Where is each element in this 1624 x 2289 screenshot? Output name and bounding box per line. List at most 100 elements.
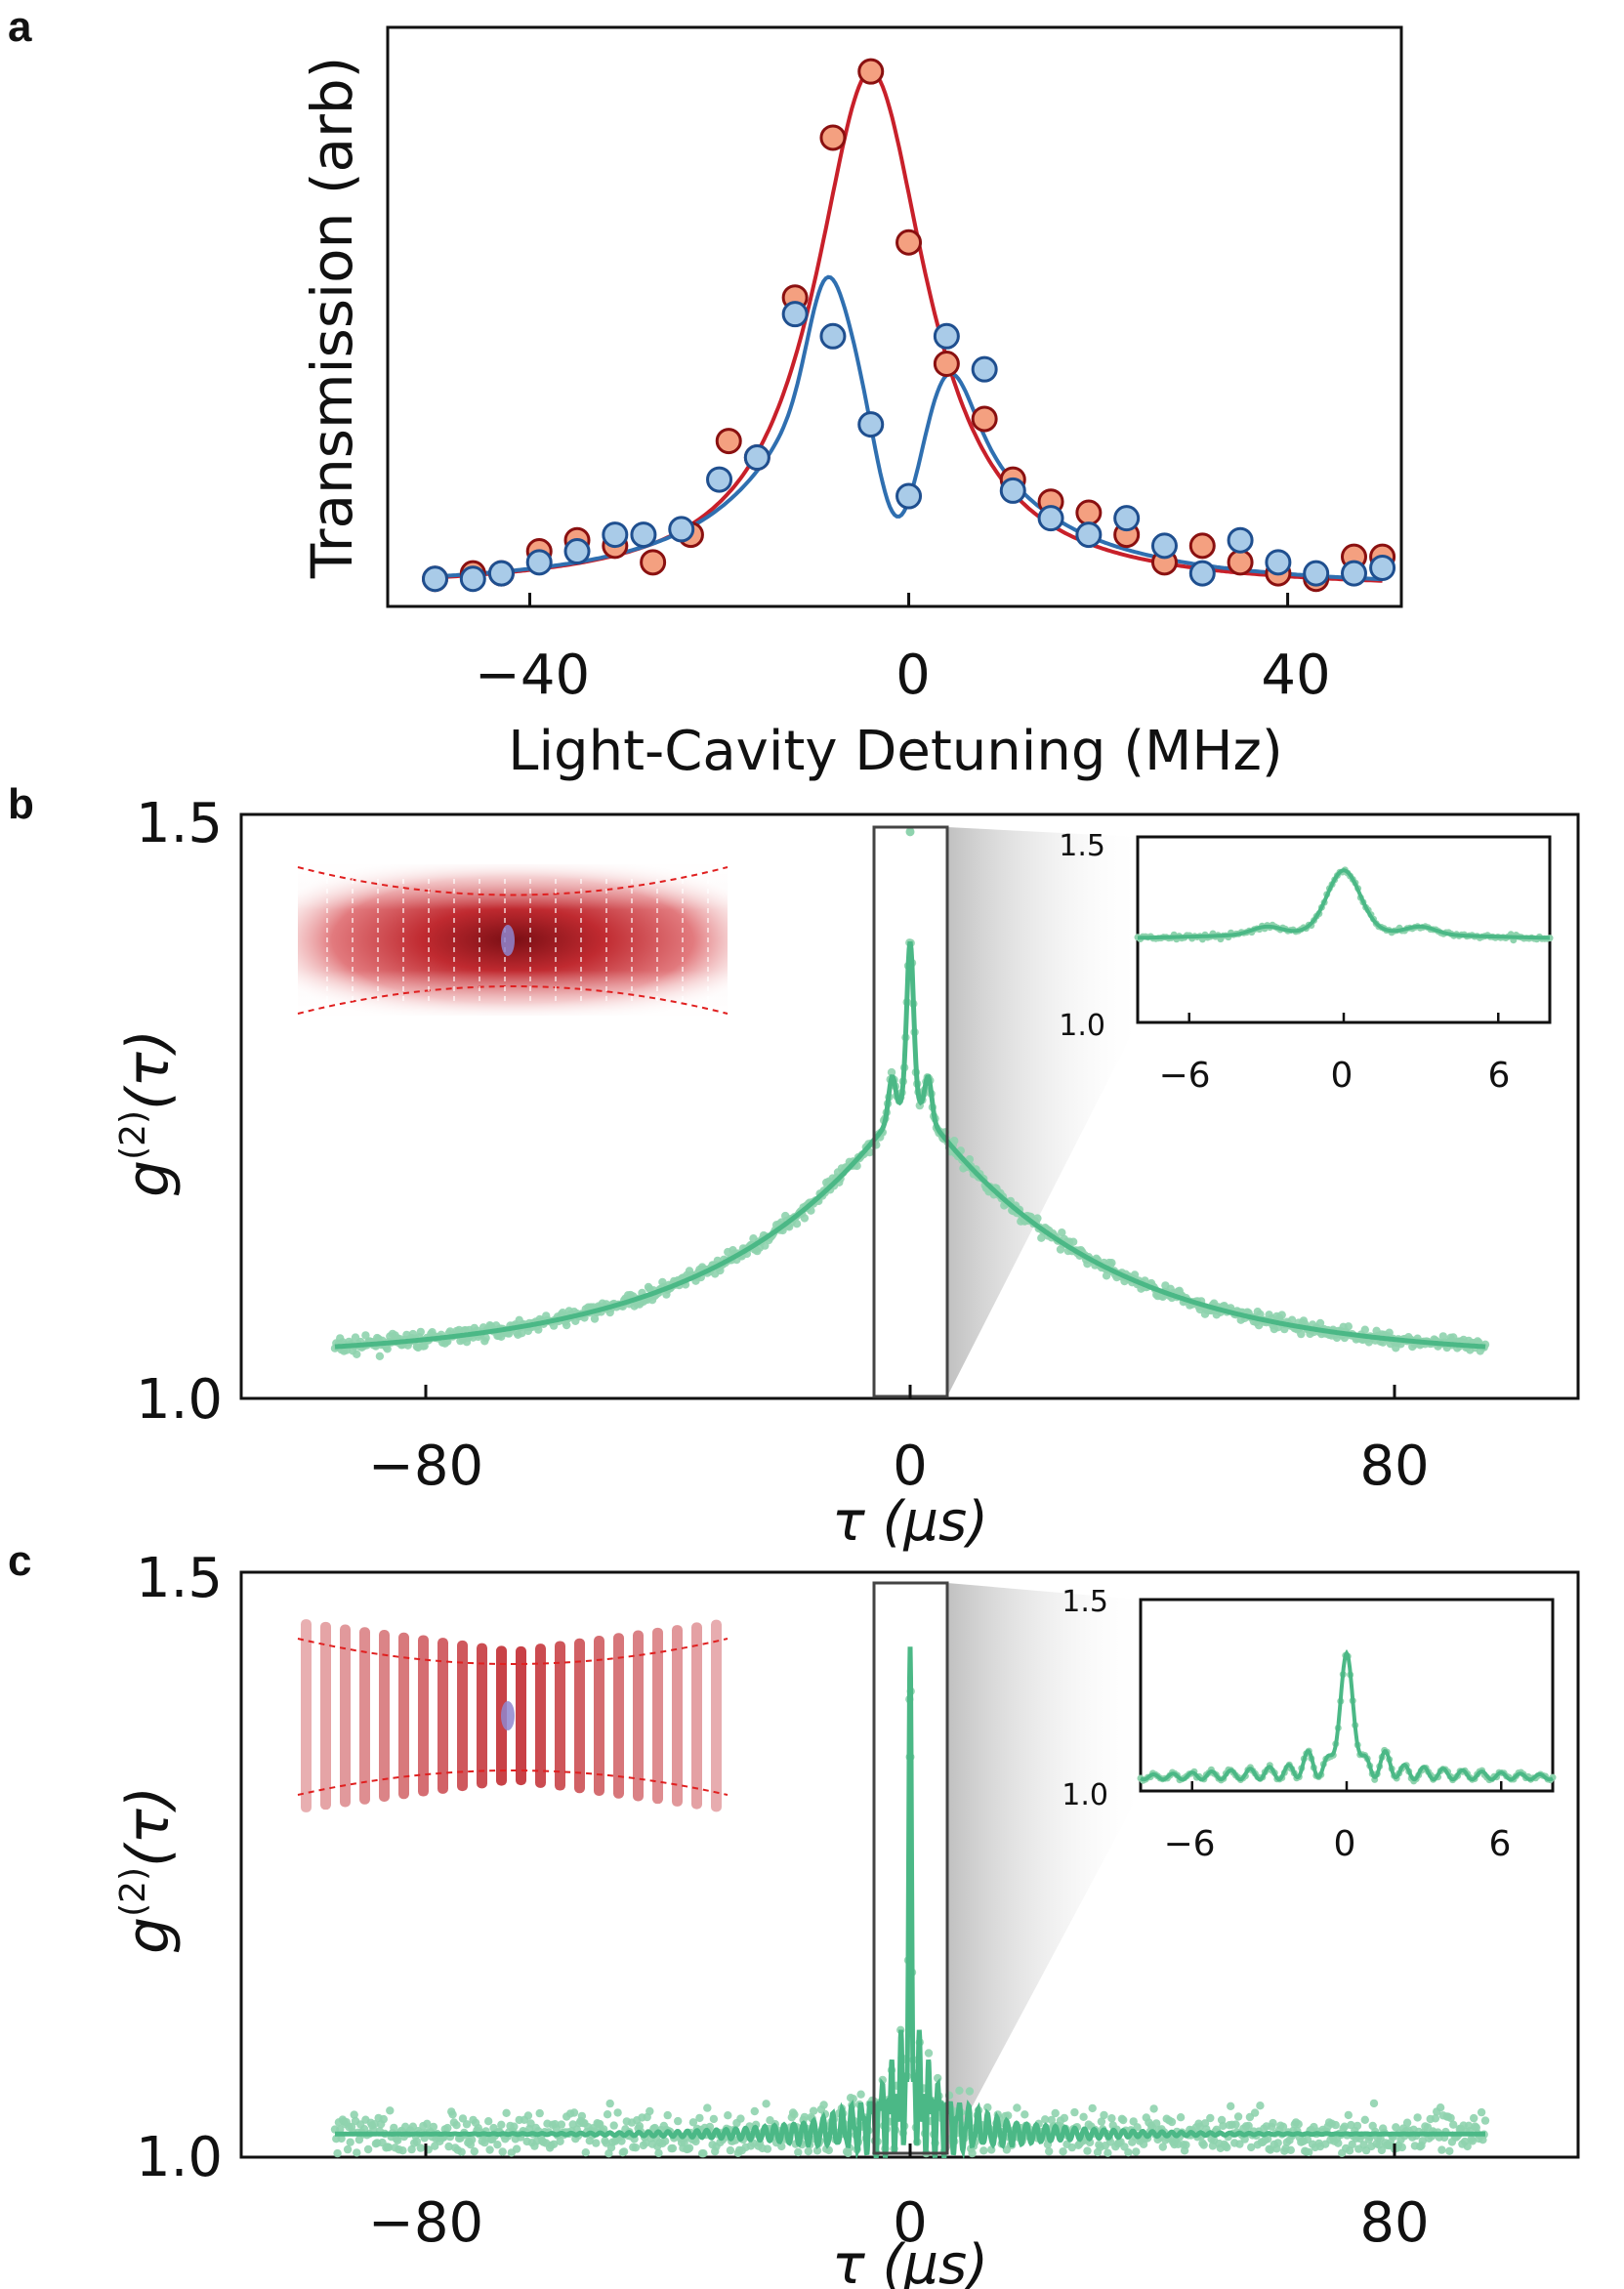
- panel-c-data-dot: [631, 2143, 641, 2152]
- panel-b-inset-fit: [1138, 868, 1550, 940]
- panel-letter-a: a: [8, 3, 32, 51]
- panel-c-data-dot: [703, 2103, 712, 2112]
- panel-c-data-dot: [824, 2145, 833, 2155]
- panel-c-data-dot: [569, 2108, 579, 2117]
- panel-c-data-dot: [1477, 2107, 1486, 2117]
- panel-c-data-dot: [1124, 2148, 1133, 2157]
- panel-c-data-dot: [1436, 2103, 1445, 2112]
- panel-b-data-dot: [534, 1325, 543, 1334]
- panel-c-data-dot: [804, 2146, 812, 2156]
- panel-a-point-blue: [487, 560, 515, 587]
- panel-c-data-dot: [603, 2110, 612, 2119]
- panel-c-inset-ytick-1.5: 1.5: [1062, 1585, 1108, 1619]
- panel-c-data-dot: [407, 2144, 416, 2154]
- panel-b-xtick-80: 80: [1359, 1435, 1429, 1498]
- panel-c-zoom-shade: [947, 1583, 1141, 2153]
- panel-c-inset-frame: [1139, 1598, 1555, 1793]
- panel-b-inset-frame: [1136, 835, 1552, 1024]
- panel-c-data-dot: [1286, 2145, 1296, 2154]
- panel-b-data-dot: [1385, 1328, 1394, 1337]
- panel-c-data-dot: [1278, 2122, 1288, 2131]
- panel-b-inset-ytick-1.0: 1.0: [1059, 1009, 1105, 1043]
- panel-c-data-dot: [384, 2143, 394, 2152]
- panel-b-fit-curve: [334, 940, 1486, 1350]
- panel-a-point-blue: [971, 355, 998, 383]
- panel-a-point-red: [895, 229, 923, 256]
- panel-c-data-dot: [416, 2143, 425, 2152]
- panel-c-data-dot: [699, 2149, 708, 2158]
- panel-c-xtick-0: 0: [893, 2191, 928, 2255]
- panel-c-data-dot: [1129, 2117, 1138, 2126]
- panel-c-data-dot: [1340, 2122, 1350, 2131]
- panel-b-data-dot: [800, 1214, 810, 1223]
- panel-c-data-dot: [549, 2140, 559, 2148]
- panel-c-data-dot: [1167, 2117, 1177, 2127]
- panel-a-point-red: [933, 351, 960, 378]
- panel-b-data-dot: [905, 827, 915, 837]
- panel-c-data-dot: [363, 2144, 373, 2154]
- panel-c-data-dot: [535, 2108, 544, 2118]
- panel-c-data-dot: [763, 2144, 772, 2153]
- panel-b-inset-xtick-6: 6: [1488, 1056, 1511, 1096]
- panel-c-data-dot: [379, 2114, 388, 2124]
- panel-b-data-dot: [361, 1331, 370, 1340]
- panel-b-data-dot: [590, 1314, 600, 1323]
- panel-b-ytick-1.5: 1.5: [136, 792, 223, 855]
- panel-b-data-dot: [518, 1329, 526, 1338]
- panel-c-inset-xtick-0: 0: [1334, 1824, 1356, 1864]
- panel-c-data-dot: [1103, 2148, 1112, 2157]
- panel-c-data-dot: [1305, 2147, 1313, 2157]
- panel-a-xtick-0: 0: [895, 644, 931, 707]
- panel-c-data-dot: [468, 2136, 477, 2144]
- panel-c-data-dot: [1463, 2142, 1472, 2151]
- panel-b-inset-ticks: [1187, 1013, 1500, 1022]
- panel-c: c 1.5 1.0 −6 0 6 1.5 1.0 −80 0 80 τ (μs)…: [8, 1537, 1580, 2289]
- panel-c-data-dot: [1059, 2147, 1067, 2156]
- panel-b-data-dot: [1360, 1325, 1370, 1334]
- panel-c-data-dot: [812, 2146, 822, 2155]
- panel-a-point-blue: [819, 322, 847, 350]
- panel-c-data-dot: [685, 2143, 694, 2152]
- atom-cloud-icon: [501, 1701, 515, 1730]
- panel-c-data-dot: [498, 2147, 507, 2156]
- svg-text:g(2)(τ): g(2)(τ): [113, 1786, 183, 1954]
- panel-a-point-blue: [706, 466, 733, 493]
- panel-c-data-dot: [452, 2121, 461, 2130]
- panel-c-data-dot: [777, 2142, 786, 2151]
- panel-c-data-dot: [968, 2148, 977, 2158]
- panel-a-point-blue: [1340, 560, 1367, 587]
- panel-c-data-dot: [800, 2112, 810, 2122]
- panel-a-point-blue: [1265, 549, 1292, 576]
- panel-c-data-dot: [1119, 2115, 1128, 2125]
- panel-c-data-dot: [1347, 2120, 1355, 2130]
- panel-c-data-dot: [1227, 2102, 1235, 2110]
- panel-c-data-dot: [485, 2145, 494, 2154]
- panel-a-point-blue: [563, 538, 591, 565]
- panel-a-point-red: [640, 549, 667, 576]
- panel-b-cavity-illustration: [297, 864, 729, 1016]
- panel-c-data-dot: [343, 2144, 353, 2154]
- panel-c-data-dot: [556, 2137, 564, 2145]
- panel-c-data-dot: [674, 2116, 683, 2126]
- panel-c-data-dot: [1107, 2114, 1116, 2123]
- panel-b-inset-data: [1134, 866, 1554, 944]
- panel-c-data-dot: [1348, 2140, 1356, 2149]
- svg-text:g(2)(τ): g(2)(τ): [113, 1029, 183, 1197]
- panel-c-data-dot: [444, 2142, 453, 2151]
- panel-b-data-dot: [1344, 1322, 1353, 1331]
- panel-c-data-dot: [1269, 2118, 1277, 2128]
- panel-c-ticks: [424, 2143, 1396, 2157]
- panel-c-data-dot: [924, 2049, 934, 2058]
- panel-c-data-dot: [849, 2095, 857, 2103]
- panel-c-data-dot: [497, 2120, 506, 2129]
- panel-a-xtick-40: 40: [1261, 644, 1330, 707]
- panel-c-data-dot: [1294, 2120, 1303, 2129]
- panel-a-point-blue: [525, 549, 553, 576]
- panel-c-data-dot: [617, 2137, 626, 2145]
- panel-c-data-dot: [443, 2123, 452, 2133]
- panel-c-data-dot: [592, 2139, 601, 2147]
- panel-c-data-dot: [1264, 2135, 1272, 2143]
- panel-c-data-dot: [1334, 2139, 1343, 2147]
- panel-b-data-dot: [416, 1327, 425, 1337]
- panel-c-data-dot: [1223, 2143, 1231, 2152]
